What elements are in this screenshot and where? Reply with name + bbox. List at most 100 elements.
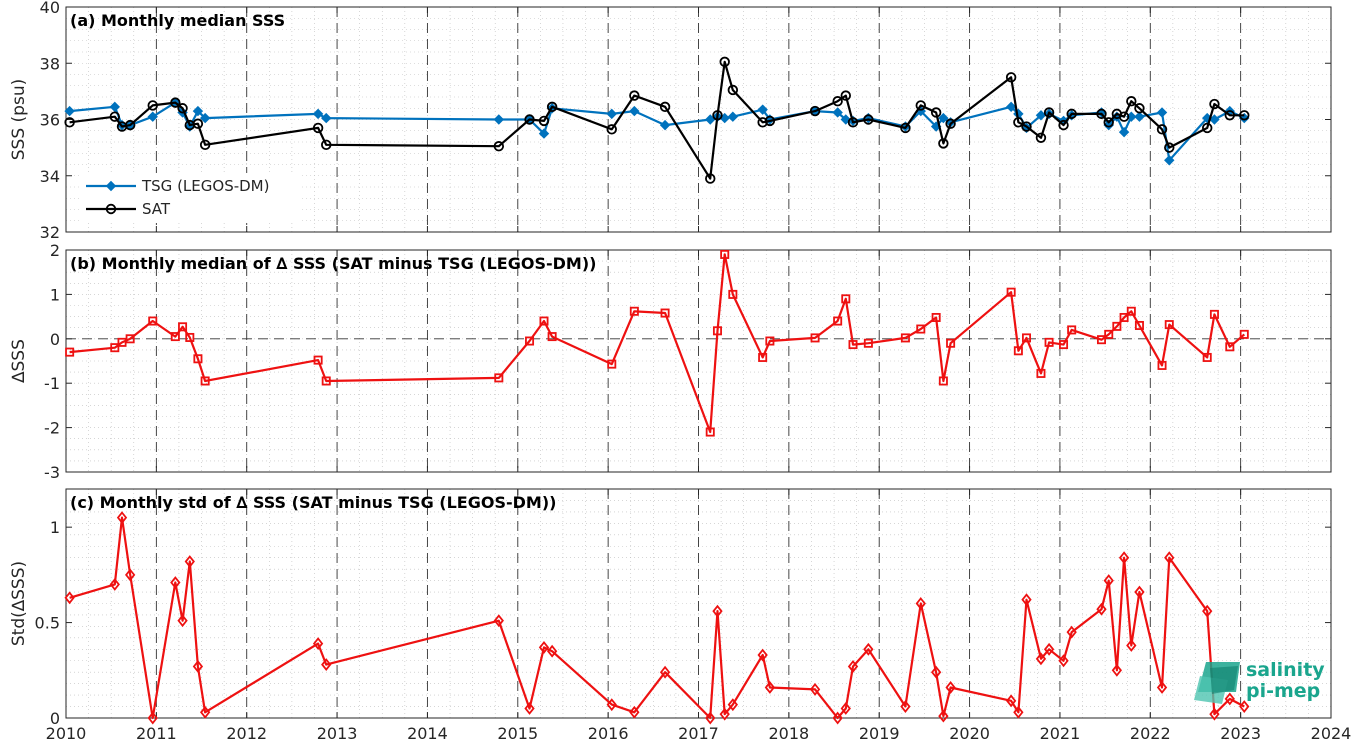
data-point <box>757 117 768 128</box>
series-tsg-legos-dm <box>64 97 1250 166</box>
data-point <box>321 112 332 124</box>
data-point <box>1059 340 1069 350</box>
y-tick-label: 1 <box>50 518 60 537</box>
data-point <box>720 249 730 259</box>
data-point <box>1164 320 1174 330</box>
data-point <box>312 637 324 651</box>
data-point <box>719 56 730 68</box>
data-point <box>1126 306 1136 316</box>
data-point <box>659 101 671 113</box>
data-point <box>1224 110 1236 121</box>
data-point <box>833 316 843 326</box>
data-point <box>659 665 671 679</box>
data-point <box>606 698 617 712</box>
y-tick-label: -3 <box>44 463 60 482</box>
series-delta-b <box>65 249 1249 437</box>
data-point <box>1209 98 1220 110</box>
data-point <box>64 105 75 117</box>
y-tick-label: 1 <box>50 285 60 304</box>
data-point <box>1126 639 1137 652</box>
data-point <box>840 702 851 715</box>
data-point <box>147 111 158 122</box>
data-point <box>524 702 535 715</box>
y-tick-label: 32 <box>40 223 60 242</box>
data-point <box>1035 110 1047 121</box>
data-point <box>705 427 715 437</box>
data-point <box>1096 602 1107 616</box>
data-point <box>606 108 617 120</box>
data-point <box>705 173 716 184</box>
data-point <box>147 100 158 111</box>
data-point <box>1134 585 1145 599</box>
legend-background <box>79 173 299 223</box>
data-point <box>1164 142 1175 153</box>
data-point <box>1209 707 1220 721</box>
data-point <box>1035 132 1047 143</box>
data-point <box>1209 309 1219 319</box>
data-point <box>312 108 324 120</box>
data-point <box>930 665 942 679</box>
legend-item: TSG (LEGOS-DM) <box>86 177 269 195</box>
data-point <box>847 660 859 673</box>
y-tick-label: -2 <box>44 419 60 438</box>
data-point <box>493 614 504 628</box>
data-point <box>538 640 550 654</box>
data-point <box>1156 681 1168 694</box>
x-tick-label: 2024 <box>1311 724 1352 743</box>
data-point <box>125 334 135 344</box>
data-point <box>1118 126 1130 138</box>
series-line <box>69 253 1246 434</box>
x-tick-label: 2021 <box>1040 724 1081 743</box>
x-tick-label: 2012 <box>226 724 267 743</box>
data-point <box>546 644 558 658</box>
data-point <box>863 642 874 656</box>
x-tick-label: 2022 <box>1130 724 1171 743</box>
data-point <box>1021 121 1032 132</box>
data-point <box>1035 652 1047 666</box>
data-point <box>1005 101 1017 113</box>
data-point <box>765 336 775 346</box>
data-point <box>660 308 670 318</box>
data-point <box>758 352 768 362</box>
y-tick-label: 38 <box>40 54 60 73</box>
data-point <box>65 347 75 357</box>
data-point <box>757 104 768 115</box>
data-point <box>1096 108 1107 120</box>
data-point <box>1156 107 1168 118</box>
data-point <box>607 359 617 369</box>
data-point <box>832 96 843 107</box>
data-point <box>1067 325 1077 335</box>
data-point <box>192 118 204 129</box>
data-point <box>945 118 956 129</box>
data-point <box>1126 96 1137 107</box>
data-point <box>493 141 505 152</box>
panel-c: 0 0.5 1 2010 2011 2012 2013 2014 2015 2016 2017 201… <box>9 488 1352 743</box>
data-point <box>705 711 716 725</box>
data-point <box>1118 551 1130 565</box>
panel-title: (b) Monthly median of ∆ SSS (SAT minus T… <box>70 254 596 273</box>
data-point <box>1111 663 1123 677</box>
data-point <box>313 355 323 365</box>
logo-line1: salinity <box>1246 659 1325 681</box>
logo-line2: pi-mep <box>1246 680 1320 702</box>
data-point <box>719 707 730 721</box>
data-point <box>177 614 188 628</box>
data-point <box>1202 352 1212 362</box>
data-point <box>1036 368 1046 378</box>
y-tick-label: 40 <box>40 0 60 17</box>
data-point <box>1066 108 1077 120</box>
data-point <box>321 658 332 672</box>
x-tick-label: 2011 <box>136 724 177 743</box>
data-point <box>199 139 211 151</box>
data-point <box>1202 122 1213 134</box>
x-tick-label: 2015 <box>497 724 538 743</box>
x-tick-label: 2017 <box>678 724 719 743</box>
y-tick-label: 0.5 <box>35 614 60 633</box>
data-point <box>900 122 911 134</box>
data-point <box>727 84 739 96</box>
data-point <box>1164 155 1175 166</box>
data-point <box>117 337 127 347</box>
data-point <box>938 376 948 386</box>
legend-item: SAT <box>86 200 171 218</box>
